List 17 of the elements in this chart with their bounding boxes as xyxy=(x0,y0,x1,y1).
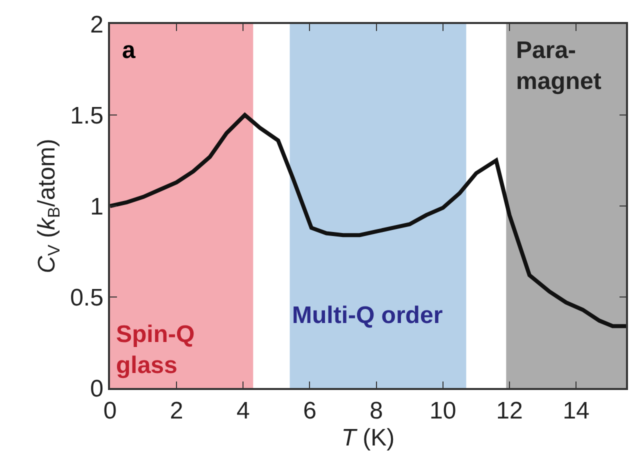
x-tick-label: 6 xyxy=(303,398,316,425)
annotation: a xyxy=(122,37,136,64)
y-tick-label: 0.5 xyxy=(70,284,104,312)
band-label: Para- magnet xyxy=(516,37,602,96)
band-label: Multi-Q order xyxy=(292,302,443,329)
x-tick-label: 12 xyxy=(496,398,523,425)
x-tick-label: 8 xyxy=(370,398,383,425)
y-tick-label: 0 xyxy=(90,375,104,402)
y-tick-label: 1 xyxy=(90,193,104,220)
x-axis-title: T (K) xyxy=(341,424,395,452)
x-tick-label: 4 xyxy=(236,398,250,425)
x-tick-label: 14 xyxy=(562,398,590,425)
x-tick-label: 10 xyxy=(430,398,456,425)
y-tick-label: 2 xyxy=(90,11,104,38)
x-tick-label: 2 xyxy=(170,398,184,425)
y-tick-label: 1.5 xyxy=(70,102,104,130)
band-label: Spin-Q glass xyxy=(116,321,195,380)
